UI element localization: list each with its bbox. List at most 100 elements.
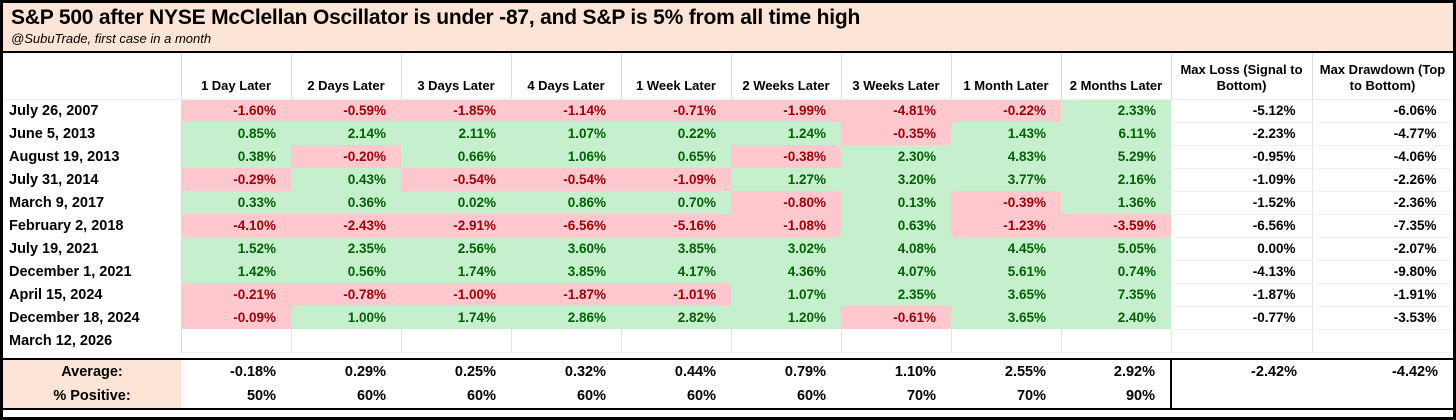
return-cell: -0.29% — [181, 168, 291, 192]
date-cell: July 19, 2021 — [3, 237, 182, 261]
table-row: July 31, 2014 -0.29% 0.43% -0.54% -0.54% -1.0… — [3, 168, 1453, 192]
return-cell: -0.54% — [511, 168, 621, 192]
max-drawdown-cell: -6.06% — [1312, 99, 1453, 123]
return-cell: 2.30% — [841, 145, 951, 169]
average-return-cell: 2.92% — [1061, 358, 1171, 385]
column-header: Max Loss (Signal to Bottom) — [1171, 52, 1313, 100]
return-cell — [401, 329, 512, 353]
return-cell: 1.07% — [731, 283, 841, 307]
return-cell: 4.07% — [841, 260, 951, 284]
max-loss-cell: -6.56% — [1171, 214, 1313, 238]
percent-positive-max-loss-cell — [1170, 384, 1312, 411]
average-label: Average: — [3, 358, 181, 385]
return-cell: -4.81% — [841, 99, 951, 123]
percent-positive-cell: 70% — [841, 384, 951, 411]
return-cell: -0.20% — [291, 145, 401, 169]
table-row: August 19, 2013 0.38% -0.20% 0.66% 1.06% 0.65… — [3, 145, 1453, 169]
returns-table: 1 Day Later 2 Days Later 3 Days Later 4 Day… — [3, 52, 1453, 411]
return-cell: 3.20% — [841, 168, 951, 192]
return-cell — [511, 329, 622, 353]
max-loss-cell: -2.23% — [1171, 122, 1313, 146]
return-cell: -0.21% — [181, 283, 291, 307]
column-header: Max Drawdown (Top to Bottom) — [1312, 52, 1453, 100]
max-drawdown-cell — [1312, 329, 1453, 353]
return-cell: -0.54% — [401, 168, 511, 192]
max-loss-cell: -0.77% — [1171, 306, 1313, 330]
date-cell: July 31, 2014 — [3, 168, 182, 192]
column-header: 2 Days Later — [291, 52, 402, 100]
column-header: 2 Weeks Later — [731, 52, 842, 100]
max-drawdown-cell: -7.35% — [1312, 214, 1453, 238]
table-row: February 2, 2018 -4.10% -2.43% -2.91% -6.56%… — [3, 214, 1453, 238]
date-cell: December 1, 2021 — [3, 260, 182, 284]
percent-positive-cell: 60% — [511, 384, 621, 411]
return-cell: 0.36% — [291, 191, 401, 215]
return-cell: 0.02% — [401, 191, 511, 215]
max-drawdown-cell: -2.07% — [1312, 237, 1453, 261]
return-cell: 7.35% — [1061, 283, 1171, 307]
date-cell: June 5, 2013 — [3, 122, 182, 146]
return-cell: 0.63% — [841, 214, 951, 238]
return-cell: 4.17% — [621, 260, 731, 284]
return-cell: 2.82% — [621, 306, 731, 330]
max-drawdown-cell: -4.77% — [1312, 122, 1453, 146]
max-loss-cell: 0.00% — [1171, 237, 1313, 261]
return-cell: -0.22% — [951, 99, 1061, 123]
return-cell: 2.11% — [401, 122, 511, 146]
return-cell: 0.74% — [1061, 260, 1171, 284]
return-cell: 1.42% — [181, 260, 291, 284]
return-cell: 1.00% — [291, 306, 401, 330]
percent-positive-cell: 60% — [291, 384, 401, 411]
column-header: 1 Day Later — [181, 52, 292, 100]
return-cell: 3.60% — [511, 237, 621, 261]
average-row: Average: -0.18% 0.29% 0.25% 0.32% 0.44% 0.79% 1… — [3, 358, 1453, 385]
return-cell: 0.86% — [511, 191, 621, 215]
return-cell: 0.66% — [401, 145, 511, 169]
return-cell: -3.59% — [1061, 214, 1171, 238]
return-cell — [841, 329, 952, 353]
percent-positive-cell: 60% — [621, 384, 731, 411]
column-header: 2 Months Later — [1061, 52, 1172, 100]
return-cell: -2.91% — [401, 214, 511, 238]
max-loss-cell: -5.12% — [1171, 99, 1313, 123]
return-cell: 5.29% — [1061, 145, 1171, 169]
return-cell: 0.85% — [181, 122, 291, 146]
return-cell: 3.65% — [951, 283, 1061, 307]
average-return-cell: 0.29% — [291, 358, 401, 385]
return-cell: 3.85% — [621, 237, 731, 261]
return-cell: -1.99% — [731, 99, 841, 123]
return-cell: 4.45% — [951, 237, 1061, 261]
return-cell: -0.39% — [951, 191, 1061, 215]
return-cell — [1061, 329, 1172, 353]
return-cell: -0.09% — [181, 306, 291, 330]
column-header: 1 Week Later — [621, 52, 732, 100]
percent-positive-max-drawdown-cell — [1312, 384, 1453, 411]
max-loss-cell — [1171, 329, 1313, 353]
percent-positive-row: % Positive: 50% 60% 60% 60% 60% 60% 70% 70% 90% — [3, 384, 1453, 411]
average-return-cell: 0.79% — [731, 358, 841, 385]
return-cell: 0.38% — [181, 145, 291, 169]
percent-positive-cell: 70% — [951, 384, 1061, 411]
percent-positive-cell: 60% — [731, 384, 841, 411]
average-return-cell: 0.44% — [621, 358, 731, 385]
return-cell — [181, 329, 292, 353]
return-cell: 4.36% — [731, 260, 841, 284]
return-cell: 0.43% — [291, 168, 401, 192]
return-cell: -0.35% — [841, 122, 951, 146]
return-cell: 2.40% — [1061, 306, 1171, 330]
return-cell: 2.33% — [1061, 99, 1171, 123]
return-cell — [291, 329, 402, 353]
page-subtitle: @SubuTrade, first case in a month — [11, 31, 212, 47]
return-cell: 2.56% — [401, 237, 511, 261]
return-cell: -0.78% — [291, 283, 401, 307]
return-cell: -1.87% — [511, 283, 621, 307]
average-return-cell: 0.25% — [401, 358, 511, 385]
header-row: 1 Day Later 2 Days Later 3 Days Later 4 Day… — [3, 52, 1453, 100]
return-cell — [621, 329, 732, 353]
column-header: 3 Weeks Later — [841, 52, 952, 100]
return-cell: -1.08% — [731, 214, 841, 238]
date-cell: July 26, 2007 — [3, 99, 182, 123]
return-cell: -2.43% — [291, 214, 401, 238]
spacer-row — [3, 352, 1453, 359]
